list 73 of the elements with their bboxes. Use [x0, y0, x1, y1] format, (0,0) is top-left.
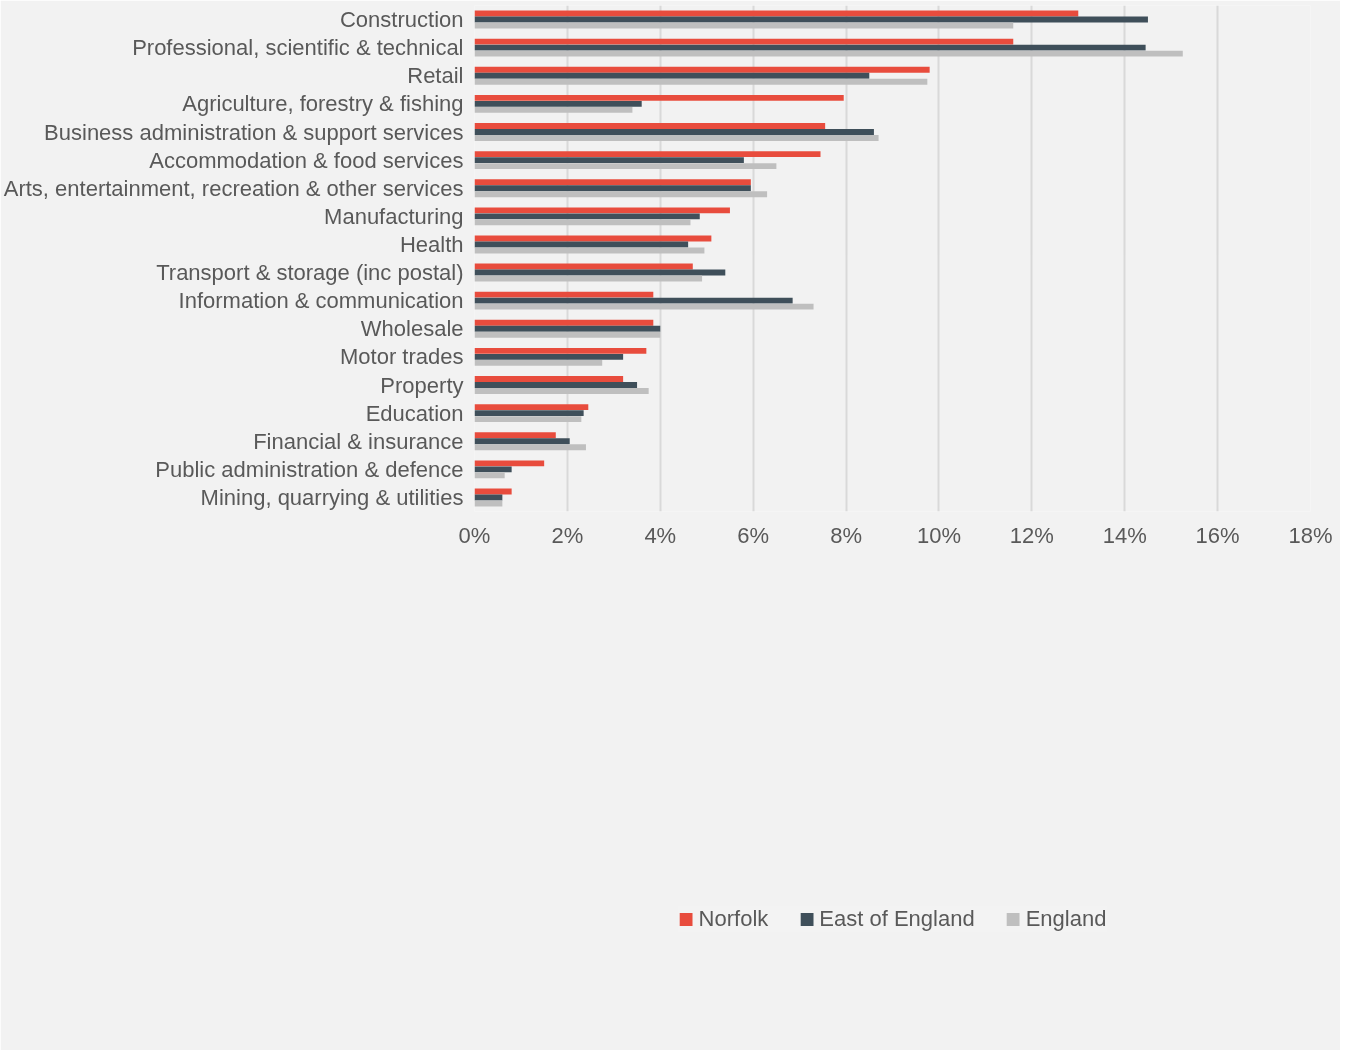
x-tick-label: 14% — [1102, 522, 1147, 548]
bar — [474, 353, 624, 360]
y-tick-label: Business administration & support services — [44, 119, 464, 145]
y-tick-label: Arts, entertainment, recreation & other services — [3, 175, 464, 201]
legend-label: East of England — [819, 905, 975, 932]
y-tick-label: Education — [365, 400, 464, 426]
bar — [474, 359, 603, 366]
bar — [474, 303, 814, 310]
bar — [474, 129, 874, 135]
bar — [474, 100, 642, 107]
bar — [474, 106, 633, 113]
bar — [474, 444, 586, 451]
bar — [474, 460, 545, 467]
bar — [474, 291, 654, 298]
bar — [474, 319, 654, 326]
bar — [474, 331, 661, 338]
x-tick-label: 12% — [1009, 522, 1054, 548]
bar — [474, 325, 661, 332]
x-tick-label: 6% — [737, 522, 770, 548]
bar — [474, 297, 793, 304]
bar — [474, 94, 844, 101]
bar — [474, 38, 1014, 45]
bar — [474, 404, 589, 411]
legend-label: Norfolk — [698, 905, 769, 932]
bar — [474, 66, 930, 73]
y-tick-label: Mining, quarrying & utilities — [200, 484, 464, 510]
bar — [474, 376, 624, 382]
y-tick-label: Construction — [340, 7, 464, 33]
bar — [474, 157, 744, 164]
x-tick-label: 8% — [830, 522, 862, 548]
bar — [474, 135, 879, 141]
bar — [474, 163, 777, 170]
bar — [474, 50, 1183, 57]
bar — [474, 191, 768, 198]
bar — [474, 213, 700, 220]
bar — [474, 207, 730, 214]
bar — [474, 432, 556, 439]
y-tick-label: Transport & storage (inc postal) — [156, 260, 464, 286]
bar — [474, 347, 647, 354]
bar — [474, 44, 1146, 51]
x-tick-label: 0% — [458, 522, 491, 548]
y-tick-label: Information & communication — [178, 288, 464, 314]
bar — [474, 466, 512, 473]
bar — [474, 123, 826, 129]
bar — [474, 410, 584, 417]
y-tick-label: Financial & insurance — [253, 428, 464, 454]
bar — [474, 219, 691, 226]
bar — [474, 416, 582, 423]
bar — [474, 72, 870, 79]
bar — [474, 179, 751, 186]
x-tick-label: 4% — [644, 522, 677, 548]
bar — [474, 78, 928, 85]
y-tick-label: Accommodation & food services — [149, 147, 464, 173]
bar — [474, 185, 751, 192]
bar — [474, 438, 570, 445]
y-tick-label: Health — [399, 231, 464, 257]
y-tick-label: Property — [380, 372, 464, 398]
bar — [474, 382, 638, 388]
x-tick-label: 16% — [1195, 522, 1240, 548]
x-tick-label: 10% — [916, 522, 961, 548]
legend-label: England — [1025, 905, 1107, 932]
y-tick-label: Wholesale — [360, 316, 464, 342]
bar — [474, 472, 505, 479]
y-tick-label: Public administration & defence — [155, 456, 464, 482]
bar — [474, 151, 821, 158]
y-tick-label: Professional, scientific & technical — [132, 35, 464, 61]
x-tick-label: 18% — [1288, 522, 1333, 548]
y-tick-label: Manufacturing — [324, 203, 464, 229]
y-tick-label: Motor trades — [340, 344, 464, 370]
y-tick-label: Retail — [407, 63, 464, 89]
x-tick-label: 2% — [551, 522, 584, 548]
y-tick-label: Agriculture, forestry & fishing — [182, 91, 464, 117]
bar — [474, 388, 649, 394]
